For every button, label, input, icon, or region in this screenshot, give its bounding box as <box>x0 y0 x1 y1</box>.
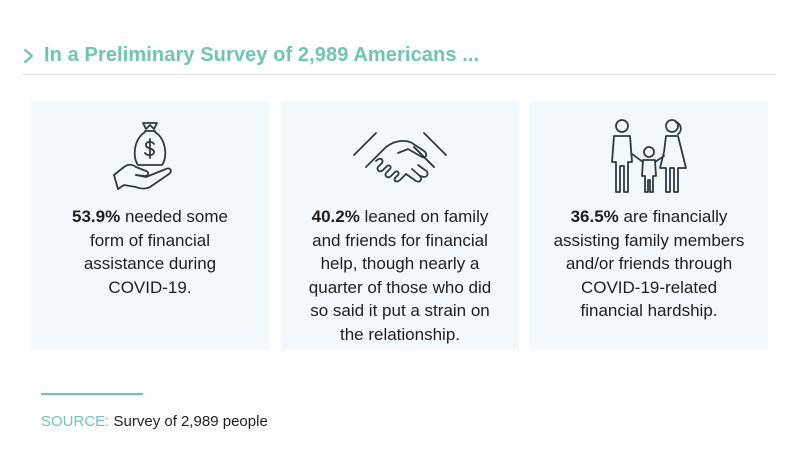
stat-line: form of financial <box>90 230 210 250</box>
page-title: In a Preliminary Survey of 2,989 America… <box>44 44 480 66</box>
stat-line: leaned on family <box>359 207 489 226</box>
stat-card-financial-assistance: 53.9% needed some form of financial assi… <box>31 101 269 350</box>
stat-line: assistance during <box>83 254 217 273</box>
chevron-right-icon <box>23 48 34 63</box>
stat-text: 40.2% leaned on family and friends for f… <box>281 205 519 346</box>
stat-line: help, though nearly a <box>320 254 480 273</box>
stat-line: assisting family members <box>553 230 745 250</box>
stat-line: and/or friends through <box>565 254 733 273</box>
stat-line: the relationship. <box>339 324 461 344</box>
handshake-icon <box>281 117 519 195</box>
source-label: SOURCE: <box>41 413 110 430</box>
stat-text: 36.5% are financially assisting family m… <box>530 205 768 323</box>
stat-line: and friends for financial <box>312 230 488 250</box>
stat-card-assisting-family: 36.5% are financially assisting family m… <box>530 101 768 350</box>
stat-value: 53.9% <box>72 207 121 226</box>
stat-line: are financially <box>618 207 728 226</box>
header-divider <box>22 74 776 75</box>
stat-line: COVID-19-related <box>580 277 718 297</box>
section-header: In a Preliminary Survey of 2,989 America… <box>22 44 479 67</box>
stat-line: so said it put a strain on <box>310 301 490 320</box>
stat-card-family-help: 40.2% leaned on family and friends for f… <box>281 101 519 350</box>
family-icon <box>530 117 768 195</box>
stat-value: 36.5% <box>570 207 619 226</box>
source-note: SOURCE: Survey of 2,989 people <box>41 413 268 430</box>
source-accent-bar <box>41 393 143 395</box>
stat-line: COVID-19. <box>108 277 192 297</box>
stat-line: needed some <box>120 207 228 226</box>
source-text: Survey of 2,989 people <box>109 413 268 430</box>
money-bag-in-hand-icon <box>31 117 269 195</box>
stat-line: financial hardship. <box>580 301 718 320</box>
stat-line: quarter of those who did <box>308 277 492 297</box>
stat-text: 53.9% needed some form of financial assi… <box>31 205 269 299</box>
stat-value: 40.2% <box>311 207 360 226</box>
